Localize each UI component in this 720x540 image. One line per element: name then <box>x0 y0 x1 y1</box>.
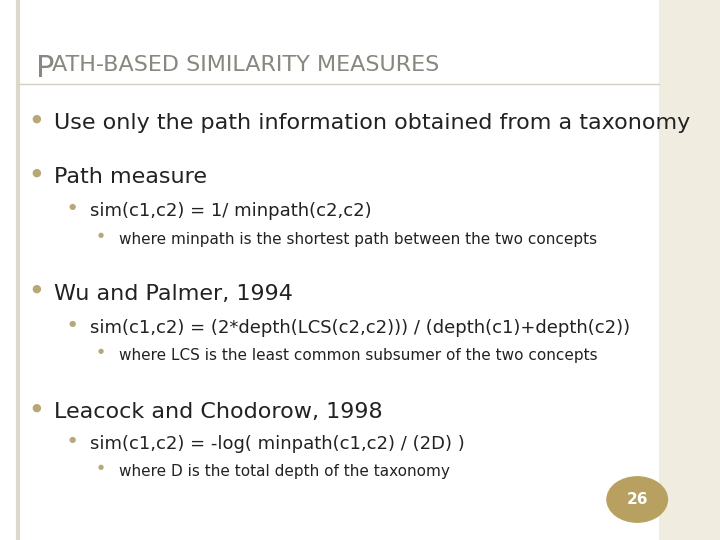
Text: where LCS is the least common subsumer of the two concepts: where LCS is the least common subsumer o… <box>119 348 598 363</box>
Text: ●: ● <box>98 464 104 470</box>
Text: ●: ● <box>68 202 76 212</box>
Text: P: P <box>36 54 55 83</box>
Text: ●: ● <box>31 167 41 178</box>
Text: sim(c1,c2) = (2*depth(LCS(c2,c2))) / (depth(c1)+depth(c2)): sim(c1,c2) = (2*depth(LCS(c2,c2))) / (de… <box>90 319 630 336</box>
Text: where D is the total depth of the taxonomy: where D is the total depth of the taxono… <box>119 464 450 480</box>
Text: ATH-BASED SIMILARITY MEASURES: ATH-BASED SIMILARITY MEASURES <box>52 55 439 75</box>
Text: Leacock and Chodorow, 1998: Leacock and Chodorow, 1998 <box>54 402 382 422</box>
Circle shape <box>607 477 667 522</box>
Text: Path measure: Path measure <box>54 167 207 187</box>
Text: sim(c1,c2) = -log( minpath(c1,c2) / (2D) ): sim(c1,c2) = -log( minpath(c1,c2) / (2D)… <box>90 435 464 453</box>
Text: sim(c1,c2) = 1/ minpath(c2,c2): sim(c1,c2) = 1/ minpath(c2,c2) <box>90 202 372 220</box>
Text: Use only the path information obtained from a taxonomy: Use only the path information obtained f… <box>54 113 690 133</box>
Text: ●: ● <box>31 284 41 294</box>
Text: ●: ● <box>68 319 76 328</box>
Text: 26: 26 <box>626 492 648 507</box>
Text: ●: ● <box>68 435 76 444</box>
FancyBboxPatch shape <box>0 0 659 540</box>
Text: ●: ● <box>31 402 41 413</box>
Text: where minpath is the shortest path between the two concepts: where minpath is the shortest path betwe… <box>119 232 597 247</box>
Text: ●: ● <box>31 113 41 124</box>
Text: ●: ● <box>98 232 104 238</box>
Text: Wu and Palmer, 1994: Wu and Palmer, 1994 <box>54 284 293 303</box>
Text: ●: ● <box>98 348 104 354</box>
